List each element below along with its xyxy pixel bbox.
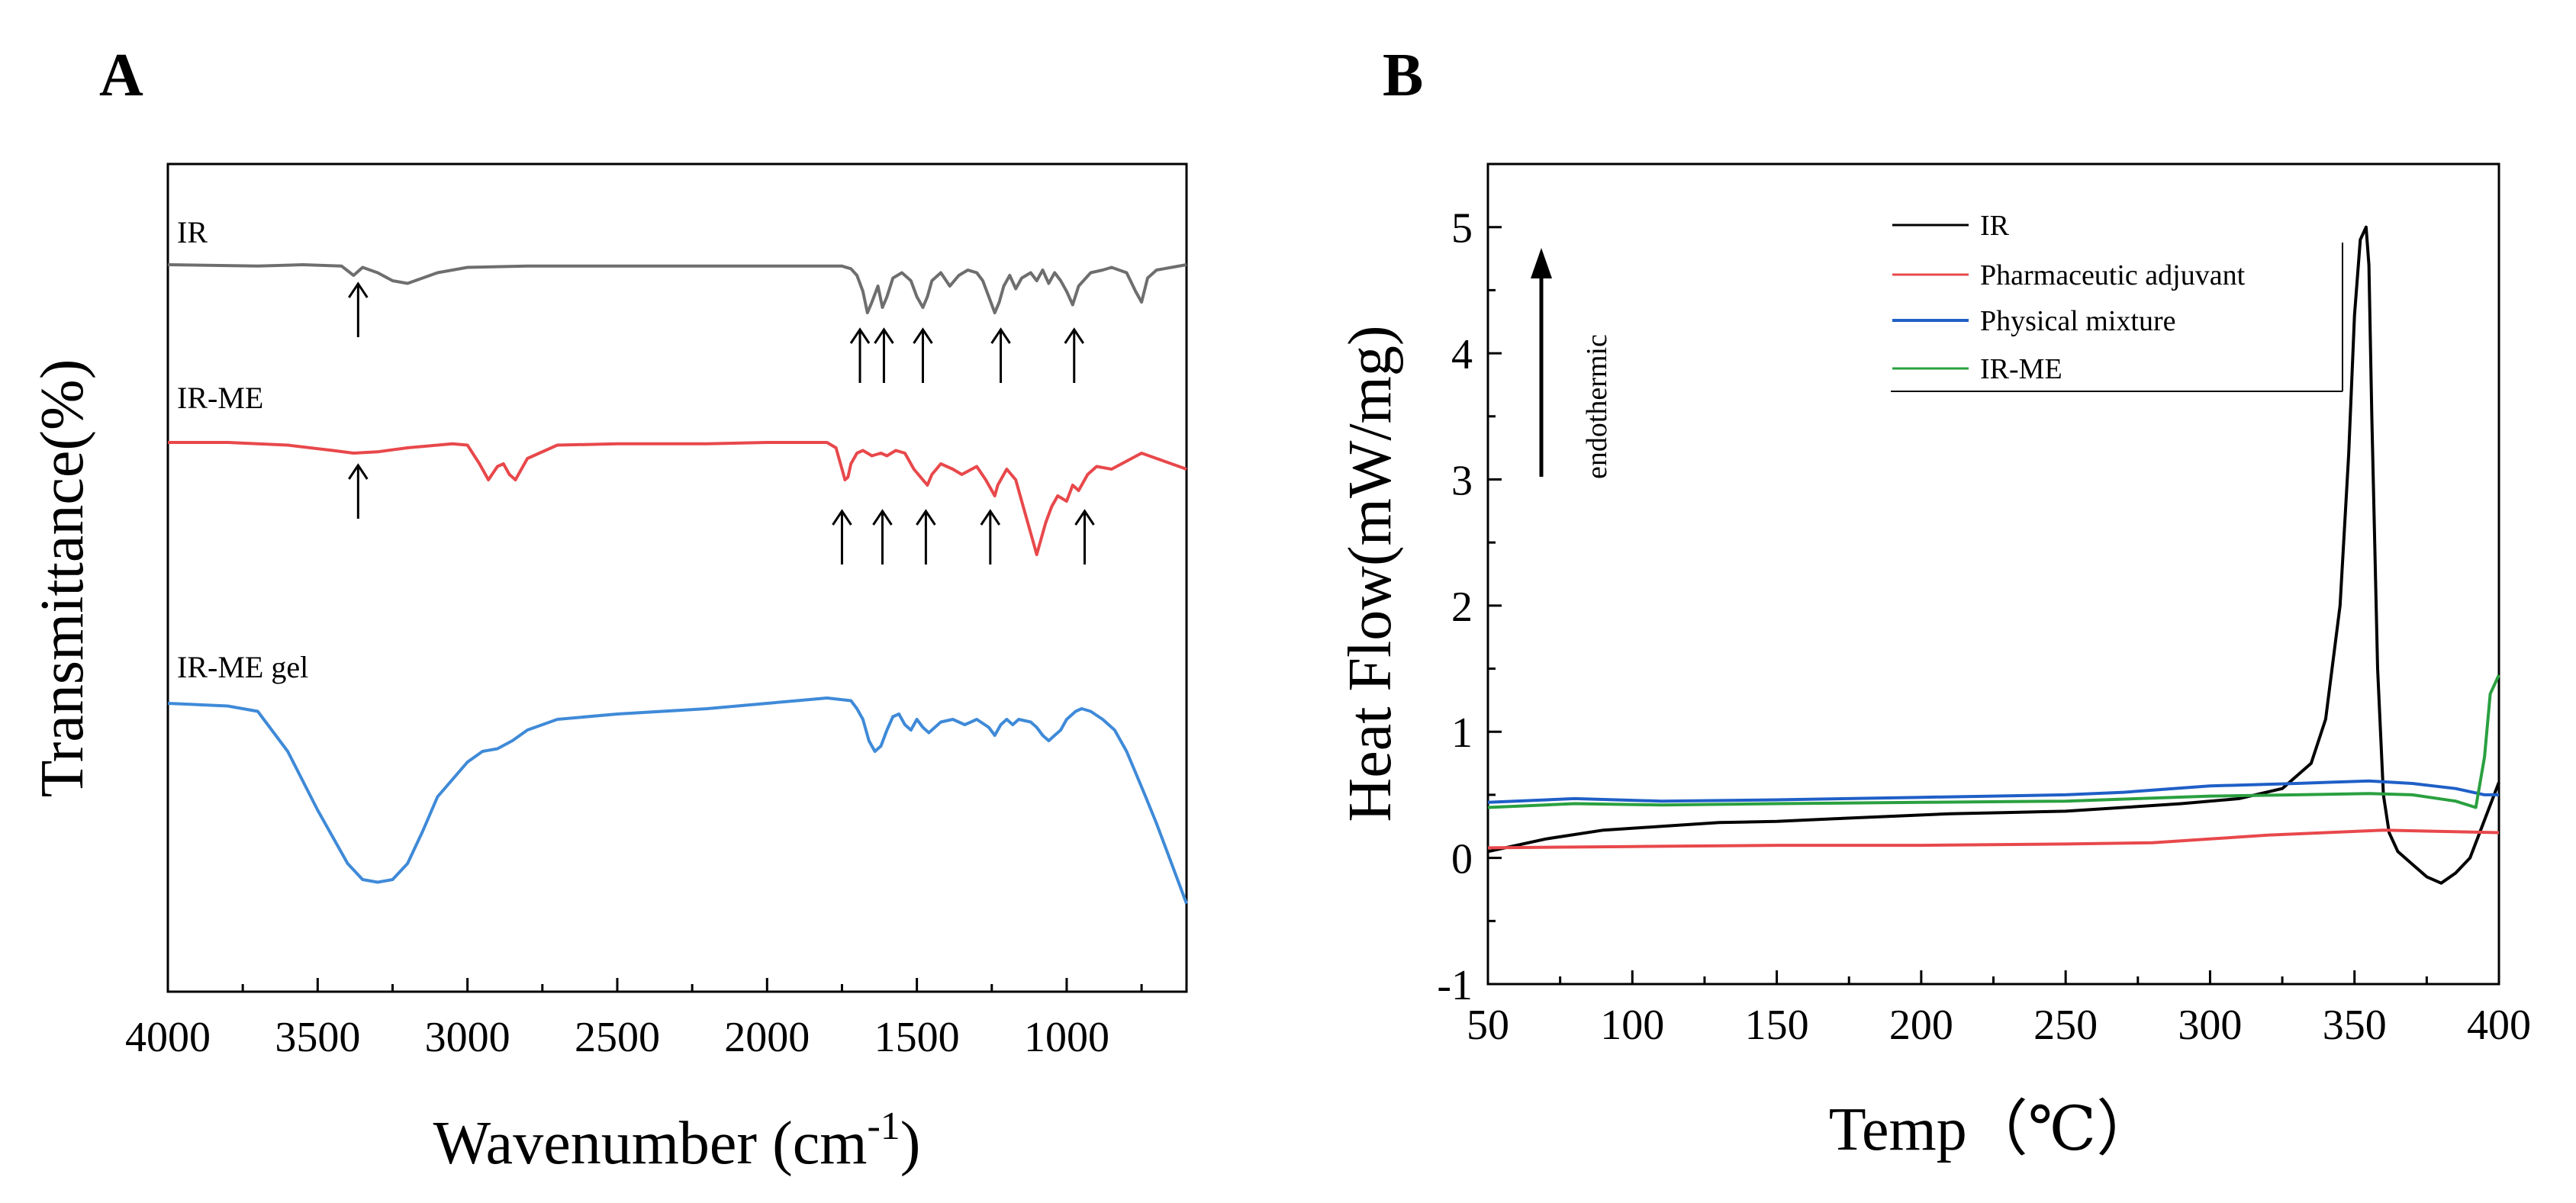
- ftir-x-axis-title-main: Wavenumber (cm: [433, 1110, 868, 1177]
- ftir-y-axis-title: Transmittance(%): [29, 359, 96, 798]
- panel-b-label: B: [1383, 42, 1423, 109]
- dsc-y-axis-title: Heat Flow(mW/mg): [1337, 326, 1404, 822]
- ftir-x-ticks: 4000 3500 3000 2500 2000 1500 1000: [125, 978, 1143, 1061]
- panel-b: B 50 100 150 200 250 300 350 400 -1 0 1 2 3 4 5 IR Pha…: [1337, 42, 2531, 1163]
- ftir-x-tick-label-1500: 1500: [874, 1014, 960, 1061]
- dsc-x-tick-label-400: 400: [2467, 1002, 2531, 1049]
- dsc-y-tick-label-1: 1: [1451, 709, 1473, 757]
- peak-arrow-ir-me-1615: [872, 509, 893, 565]
- peak-arrow-ir-me-1470: [916, 509, 936, 565]
- dsc-y-tick-label-2: 2: [1451, 584, 1473, 631]
- curve-label-ir-me: IR-ME: [177, 381, 263, 415]
- peak-arrow-ir-me-940: [1074, 509, 1095, 565]
- dsc-y-tick-label-5: 5: [1451, 205, 1473, 253]
- ftir-peak-arrows: [348, 281, 1095, 565]
- dsc-series: [1487, 225, 2500, 885]
- ftir-x-axis-title-end: ): [900, 1110, 921, 1177]
- panel-a: A 4000 3500 3000 2500 2000 1500 1000 IR IR-ME …: [29, 42, 1188, 1177]
- peak-arrow-ir-975: [1064, 327, 1085, 383]
- ftir-x-tick-label-3000: 3000: [425, 1014, 510, 1061]
- panel-a-label: A: [99, 42, 143, 109]
- curve-label-ir: IR: [177, 215, 208, 249]
- dsc-x-tick-label-50: 50: [1467, 1002, 1509, 1049]
- legend-label-ir-me: IR-ME: [1980, 353, 2062, 385]
- ftir-plot-frame: [166, 162, 1188, 993]
- peak-arrow-ir-1220: [990, 327, 1011, 383]
- ftir-x-tick-label-1000: 1000: [1024, 1014, 1109, 1061]
- dsc-legend: IR Pharmaceutic adjuvant Physical mixtur…: [1891, 210, 2343, 392]
- dsc-y-tick-label-0: 0: [1451, 836, 1473, 883]
- ftir-line-ir-me: [168, 441, 1187, 556]
- dsc-line-physical-mixture: [1487, 779, 2499, 804]
- ftir-line-ir-me-gel: [167, 696, 1188, 905]
- dsc-x-tick-label-250: 250: [2033, 1002, 2098, 1049]
- peak-arrow-ir-1610: [874, 327, 894, 383]
- peak-arrow-ir-me-1255: [980, 509, 1001, 565]
- endothermic-arrow-head: [1531, 248, 1552, 278]
- peak-arrow-ir-me-3365: [348, 463, 369, 519]
- dsc-ticks: 50 100 150 200 250 300 350 400 -1 0 1 2 3 4 5: [1437, 205, 2531, 1049]
- ftir-line-ir: [167, 263, 1187, 314]
- ftir-series: [167, 263, 1188, 905]
- dsc-x-tick-label-350: 350: [2323, 1002, 2387, 1049]
- ftir-x-axis-title: Wavenumber (cm-1): [433, 1105, 921, 1177]
- dsc-x-tick-label-200: 200: [1889, 1002, 1953, 1049]
- dsc-x-tick-label-300: 300: [2178, 1002, 2242, 1049]
- ftir-x-tick-label-2000: 2000: [724, 1014, 810, 1061]
- dsc-line-ir-me: [1487, 674, 2500, 809]
- ftir-x-tick-label-3500: 3500: [275, 1014, 360, 1061]
- dsc-x-axis-title: Temp（℃）: [1829, 1096, 2158, 1163]
- peak-arrow-ir-me-1750: [832, 509, 852, 565]
- dsc-x-tick-label-100: 100: [1600, 1002, 1664, 1049]
- legend-label-ir: IR: [1980, 210, 2010, 242]
- peak-arrow-ir-1690: [849, 327, 871, 383]
- legend-label-pharmaceutic-adjuvant: Pharmaceutic adjuvant: [1980, 259, 2246, 291]
- dsc-y-tick-label-4: 4: [1451, 331, 1473, 378]
- dsc-y-tick-label-neg1: -1: [1437, 962, 1473, 1009]
- dsc-line-ir: [1487, 225, 2500, 885]
- dsc-line-pharmaceutic-adjuvant: [1487, 828, 2500, 850]
- peak-arrow-ir-3365: [348, 281, 369, 337]
- peak-arrow-ir-1480: [913, 327, 933, 383]
- dsc-x-tick-label-150: 150: [1745, 1002, 1809, 1049]
- legend-label-physical-mixture: Physical mixture: [1980, 305, 2175, 337]
- dsc-y-tick-label-3: 3: [1451, 457, 1473, 504]
- ftir-x-tick-label-2500: 2500: [575, 1014, 660, 1061]
- ftir-x-tick-label-4000: 4000: [125, 1014, 211, 1061]
- ftir-x-axis-title-sup: -1: [867, 1105, 900, 1148]
- endothermic-annotation: endothermic: [1581, 334, 1613, 479]
- curve-label-ir-me-gel: IR-ME gel: [177, 650, 308, 684]
